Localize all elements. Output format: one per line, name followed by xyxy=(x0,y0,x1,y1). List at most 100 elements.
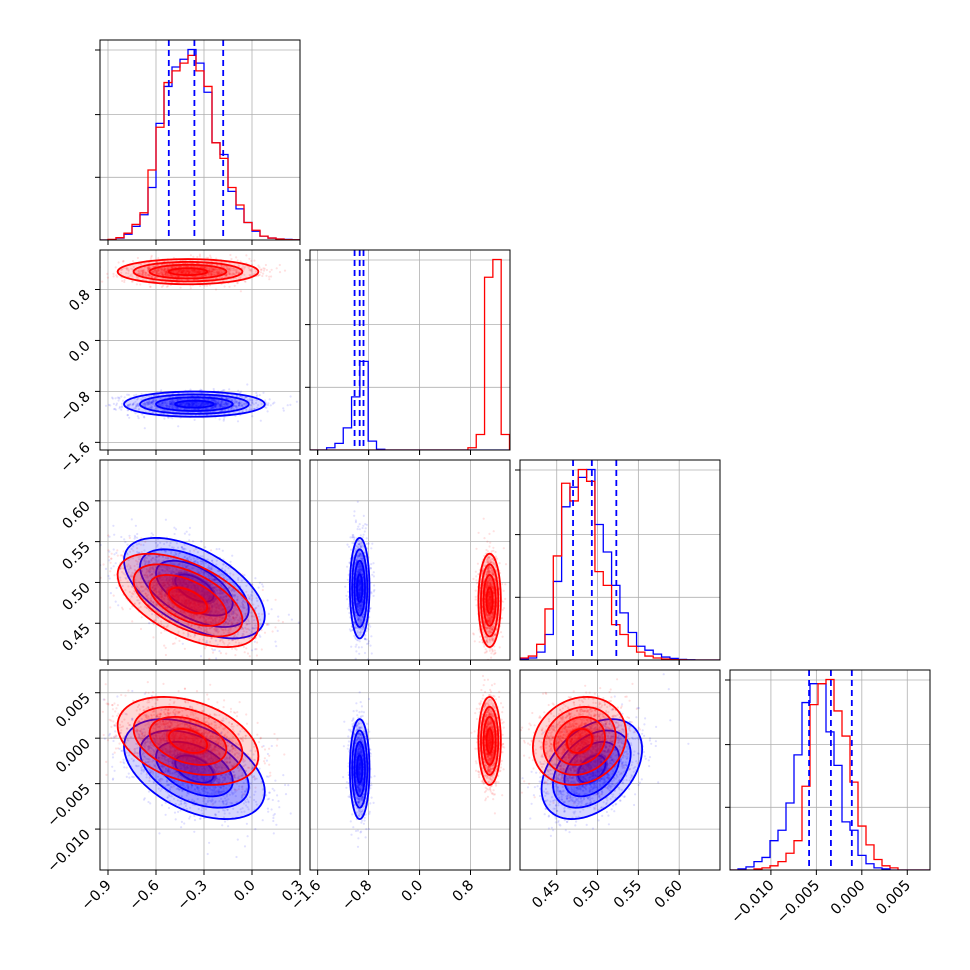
scatter-point xyxy=(150,401,153,405)
scatter-point xyxy=(249,403,252,407)
scatter-point xyxy=(182,402,185,405)
scatter-point xyxy=(172,401,175,404)
scatter-point xyxy=(206,399,209,402)
scatter-point xyxy=(155,399,158,402)
scatter-point xyxy=(84,523,86,525)
scatter-point xyxy=(115,404,118,407)
scatter-point xyxy=(232,269,235,272)
scatter-point xyxy=(276,629,279,633)
scatter-point xyxy=(157,403,160,406)
scatter-point xyxy=(123,279,126,282)
scatter-point xyxy=(233,404,236,407)
scatter-point xyxy=(160,401,163,404)
scatter-point xyxy=(156,276,159,279)
scatter-point xyxy=(164,518,167,521)
scatter-point xyxy=(257,404,260,407)
scatter-point xyxy=(221,403,224,406)
scatter-point xyxy=(218,272,221,275)
scatter-point xyxy=(218,405,221,408)
scatter-point xyxy=(210,272,213,275)
scatter-point xyxy=(220,401,223,404)
scatter-point xyxy=(157,272,160,275)
scatter-point xyxy=(212,405,216,408)
scatter-point xyxy=(167,267,170,271)
scatter-point xyxy=(152,400,155,403)
scatter-point xyxy=(236,420,240,423)
scatter-point xyxy=(213,399,216,402)
scatter-point xyxy=(203,403,206,406)
scatter-point xyxy=(217,401,220,404)
scatter-point xyxy=(190,403,193,407)
scatter-point xyxy=(239,395,242,398)
scatter-point xyxy=(120,606,124,609)
scatter-point xyxy=(112,402,115,405)
scatter-point xyxy=(214,399,217,402)
scatter-point xyxy=(275,645,278,648)
scatter-point xyxy=(206,267,209,270)
scatter-point xyxy=(170,404,173,407)
scatter-point xyxy=(90,280,92,282)
scatter-point xyxy=(187,404,190,407)
scatter-point xyxy=(257,264,260,267)
scatter-point xyxy=(230,408,233,411)
scatter-point xyxy=(223,403,226,406)
scatter-point xyxy=(136,256,139,260)
scatter-point xyxy=(117,261,120,264)
scatter-point xyxy=(187,403,190,406)
scatter-point xyxy=(143,262,146,265)
scatter-point xyxy=(225,274,228,277)
scatter-point xyxy=(218,404,221,407)
scatter-point xyxy=(113,407,117,410)
scatter-point xyxy=(232,267,235,270)
scatter-point xyxy=(132,402,135,405)
panel-frame xyxy=(519,459,721,661)
scatter-point xyxy=(161,401,164,404)
scatter-point xyxy=(145,271,148,274)
scatter-point xyxy=(269,404,272,407)
scatter-point xyxy=(120,402,124,405)
scatter-point xyxy=(129,274,132,277)
scatter-point xyxy=(205,284,209,287)
scatter-point xyxy=(195,404,198,407)
scatter-point xyxy=(144,403,147,406)
scatter-point xyxy=(104,404,108,407)
scatter-point xyxy=(198,253,201,256)
scatter-point xyxy=(145,403,148,406)
scatter-point xyxy=(203,266,206,269)
scatter-point xyxy=(201,401,204,404)
scatter-point xyxy=(204,404,207,407)
scatter-point xyxy=(166,406,169,409)
scatter-point xyxy=(195,275,198,278)
scatter-point xyxy=(158,269,161,272)
scatter-point xyxy=(187,271,190,275)
scatter-point xyxy=(250,270,253,273)
scatter-point xyxy=(172,401,175,404)
scatter-point xyxy=(233,273,236,276)
scatter-point xyxy=(234,398,237,402)
scatter-point xyxy=(120,395,123,398)
scatter-point xyxy=(229,273,232,276)
scatter-point xyxy=(220,264,223,267)
scatter-point xyxy=(230,399,233,402)
scatter-point xyxy=(206,403,210,406)
scatter-point xyxy=(148,622,151,625)
scatter-point xyxy=(150,254,153,257)
scatter-point xyxy=(258,266,261,269)
scatter-point xyxy=(170,275,173,278)
scatter-point xyxy=(145,402,148,405)
scatter-point xyxy=(218,399,221,402)
scatter-point xyxy=(183,407,186,410)
scatter-point xyxy=(200,402,203,405)
scatter-point xyxy=(193,408,197,411)
scatter-point xyxy=(147,267,150,270)
scatter-point xyxy=(112,548,115,551)
scatter-point xyxy=(177,271,181,274)
scatter-point xyxy=(214,402,217,405)
scatter-point xyxy=(197,402,200,405)
scatter-point xyxy=(270,608,273,611)
scatter-point xyxy=(170,406,173,410)
scatter-point xyxy=(218,403,222,406)
scatter-point xyxy=(216,395,219,398)
scatter-point xyxy=(245,402,248,405)
scatter-point xyxy=(115,274,118,277)
